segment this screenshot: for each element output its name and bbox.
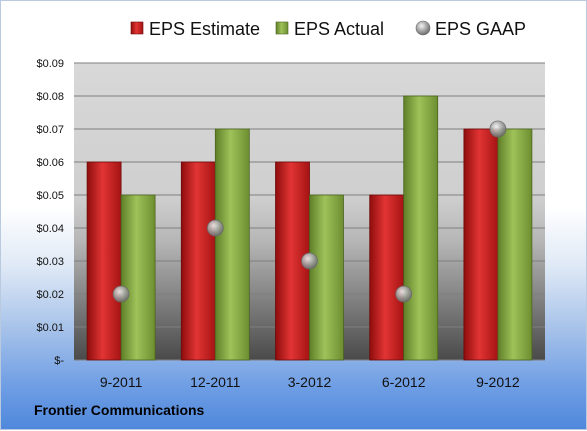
y-axis-tick-labels: $- $0.01 $0.02 $0.03 $0.04 $0.05 $0.06 $0.07 $0.… (36, 58, 64, 367)
legend-label: EPS GAAP (435, 19, 526, 39)
marker-eps-gaap (112, 285, 130, 303)
y-tick-label: $0.08 (36, 91, 64, 103)
y-tick-label: $- (54, 355, 64, 367)
y-tick-label: $0.06 (36, 157, 64, 169)
x-category-label: 9-2011 (100, 374, 143, 390)
legend-swatch (275, 21, 289, 35)
marker-eps-gaap (301, 252, 318, 270)
x-category-label: 9-2012 (476, 374, 520, 390)
bar-eps-actual (214, 128, 250, 361)
legend-label: EPS Estimate (149, 19, 260, 39)
y-tick-label: $0.04 (36, 223, 64, 235)
x-category-label: 12-2011 (190, 374, 241, 390)
bar-eps-actual (403, 95, 439, 361)
bar-eps-actual (309, 194, 344, 361)
marker-eps-gaap (489, 120, 507, 138)
marker-eps-gaap (206, 219, 224, 237)
legend-label: EPS Actual (294, 19, 384, 39)
bar-eps-estimate (86, 161, 122, 361)
bar-eps-actual (120, 194, 156, 361)
x-axis-category-labels: 9-2011 12-2011 3-2012 6-2012 9-2012 (100, 374, 520, 390)
y-tick-label: $0.07 (36, 124, 64, 136)
y-tick-label: $0.03 (36, 256, 64, 268)
y-tick-label: $0.01 (36, 322, 64, 334)
bars (86, 95, 533, 361)
bar-eps-estimate (180, 161, 216, 361)
y-tick-label: $0.05 (36, 190, 64, 202)
bar-eps-estimate (369, 194, 405, 361)
bar-eps-estimate (463, 128, 499, 361)
y-tick-label: $0.02 (36, 289, 64, 301)
marker-eps-gaap (395, 285, 413, 303)
legend: EPS Estimate EPS Actual EPS GAAP (130, 19, 526, 39)
y-tick-label: $0.09 (36, 58, 64, 70)
source-label: Frontier Communications (34, 402, 205, 418)
x-category-label: 6-2012 (382, 374, 426, 390)
legend-swatch (415, 20, 431, 36)
x-category-label: 3-2012 (288, 374, 332, 390)
bar-eps-actual (497, 128, 533, 361)
legend-swatch (130, 21, 144, 35)
gaap-markers (112, 120, 507, 303)
